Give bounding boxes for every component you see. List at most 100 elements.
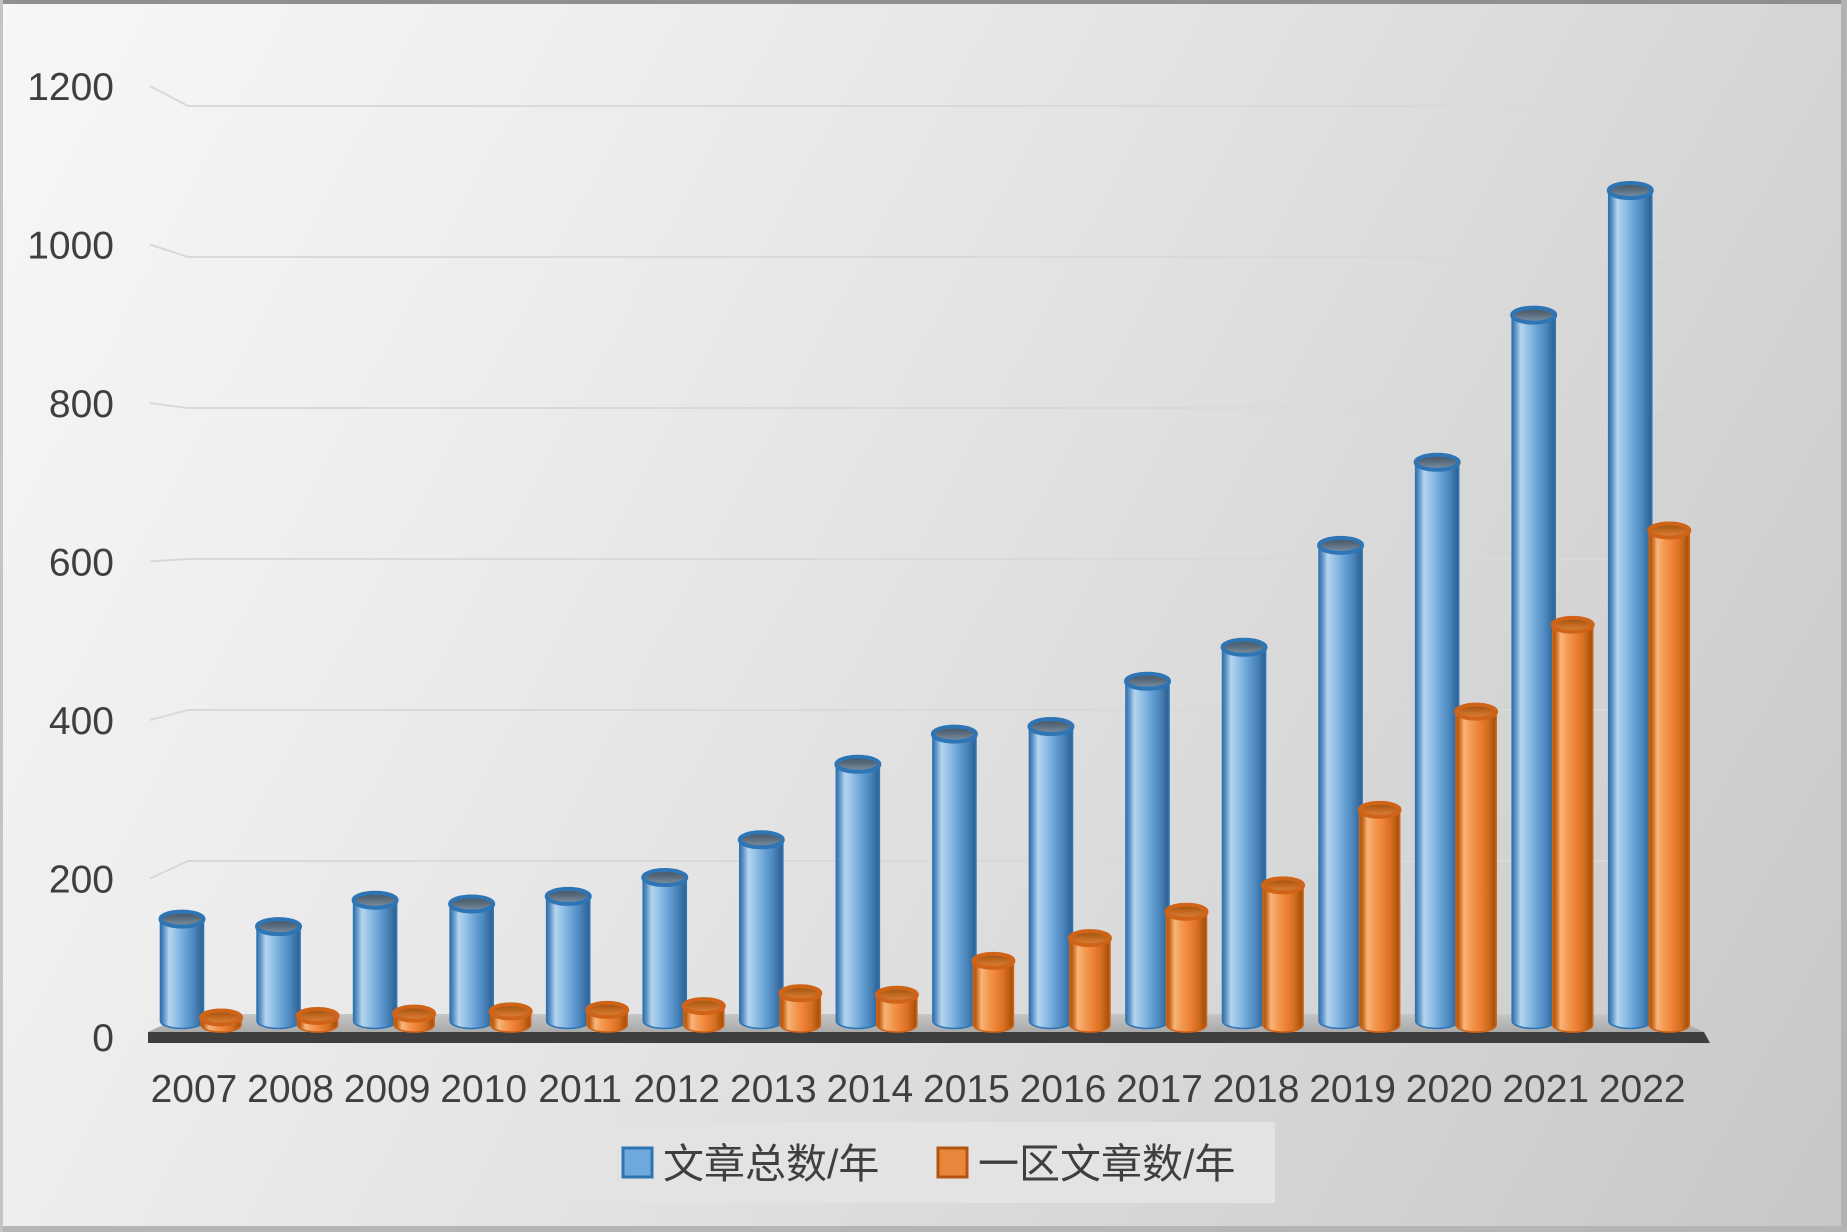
bar-total-2012 [641, 868, 689, 1030]
x-tick-2020: 2020 [1406, 1068, 1493, 1111]
bar-zone1-2009 [392, 1004, 437, 1033]
cylinder-top [1027, 717, 1075, 737]
cylinder-top [1317, 535, 1365, 555]
bar-zone1-2011 [585, 1000, 630, 1033]
legend-swatch-zone1-icon [936, 1146, 969, 1179]
y-tick-400: 400 [49, 700, 114, 743]
cylinder-body [1455, 710, 1497, 1033]
bar-zone1-2010 [488, 1002, 533, 1033]
cylinder-top [1606, 181, 1654, 200]
y-tick-800: 800 [49, 383, 114, 426]
x-tick-2007: 2007 [151, 1068, 238, 1111]
cylinder-top [1261, 876, 1306, 895]
cylinder-body [449, 903, 494, 1030]
gridline-400 [149, 709, 1666, 721]
gridline-1000 [149, 243, 1666, 258]
gridline-800 [149, 402, 1666, 409]
bar-zone1-2020 [1454, 702, 1499, 1033]
bar-zone1-2019 [1357, 800, 1402, 1033]
cylinder-top [1164, 902, 1209, 921]
cylinder-top [488, 1002, 533, 1021]
bar-total-2021 [1510, 305, 1558, 1030]
cylinder-top [834, 754, 882, 774]
cylinder-body [932, 733, 977, 1030]
gridlines [149, 85, 1666, 880]
legend-swatch-total-icon [621, 1146, 654, 1179]
bar-total-2015 [930, 724, 978, 1030]
x-tick-2018: 2018 [1213, 1068, 1300, 1111]
bars [158, 181, 1692, 1033]
gridline-1200 [149, 85, 1666, 107]
window-edge-top [0, 0, 1847, 4]
x-tick-2013: 2013 [730, 1068, 817, 1111]
y-axis-labels: 0 200 400 600 800 1000 1200 [27, 66, 114, 1060]
bar-zone1-2017 [1164, 902, 1209, 1033]
gridline-600 [149, 558, 1666, 563]
bar-zone1-2008 [295, 1006, 340, 1033]
cylinder-top [1550, 615, 1595, 634]
window-edge-right [1841, 0, 1847, 1232]
cylinder-body [972, 960, 1015, 1033]
cylinder-body [1125, 680, 1170, 1030]
bar-total-2013 [737, 830, 785, 1030]
cylinder-body [1607, 189, 1653, 1030]
x-tick-2009: 2009 [344, 1068, 431, 1111]
y-tick-1200: 1200 [27, 66, 114, 109]
cylinder-body [1414, 461, 1460, 1030]
cylinder-top [199, 1008, 243, 1027]
legend-label-total: 文章总数/年 [663, 1141, 879, 1187]
cylinder-top [1124, 671, 1171, 691]
window-edge-bottom [0, 1226, 1847, 1232]
bar-total-2010 [448, 894, 496, 1030]
cylinder-top [1220, 637, 1268, 657]
x-tick-2010: 2010 [440, 1068, 527, 1111]
cylinder-top [641, 868, 689, 888]
chart-floor [148, 1014, 1710, 1043]
cylinder-body [159, 918, 205, 1030]
x-tick-2014: 2014 [826, 1068, 913, 1111]
cylinder-body [642, 876, 688, 1030]
bar-zone1-2018 [1261, 876, 1306, 1033]
cylinder-top [1067, 929, 1112, 948]
bar-zone1-2022 [1647, 521, 1692, 1033]
x-tick-2021: 2021 [1502, 1068, 1589, 1111]
legend: 文章总数/年 一区文章数/年 [572, 1122, 1275, 1203]
x-tick-2017: 2017 [1116, 1068, 1203, 1111]
cylinder-top [544, 886, 592, 906]
bar-total-2007 [158, 909, 206, 1030]
cylinder-top [1647, 521, 1692, 540]
x-tick-2019: 2019 [1309, 1068, 1396, 1111]
cylinder-top [737, 830, 785, 850]
cylinder-top [778, 984, 823, 1003]
bar-total-2014 [834, 754, 882, 1030]
x-tick-2015: 2015 [923, 1068, 1010, 1111]
cylinder-top [1357, 800, 1402, 819]
cylinder-top [392, 1004, 437, 1023]
cylinder-body [1262, 884, 1304, 1033]
cylinder-body [1221, 646, 1267, 1030]
cylinder-body [1648, 529, 1691, 1033]
legend-label-zone1: 一区文章数/年 [978, 1141, 1235, 1187]
x-tick-2022: 2022 [1599, 1068, 1686, 1111]
gridline-200 [149, 860, 1666, 880]
y-tick-1000: 1000 [27, 225, 114, 268]
cylinder-top [255, 917, 303, 937]
bar-zone1-2015 [971, 951, 1016, 1033]
floor-surface [148, 1014, 1704, 1032]
bar-zone1-2016 [1067, 929, 1112, 1033]
cylinder-top [874, 985, 919, 1004]
cylinder-body [1069, 937, 1111, 1033]
window-edge-left [0, 0, 3, 1232]
bar-zone1-2013 [778, 984, 823, 1033]
cylinder-top [158, 909, 206, 929]
x-tick-2012: 2012 [633, 1068, 720, 1111]
cylinder-body [779, 992, 822, 1033]
cylinder-top [1413, 452, 1461, 472]
cylinder-top [681, 997, 726, 1016]
bar-total-2019 [1317, 535, 1365, 1030]
cylinder-body [876, 994, 918, 1033]
cylinder-body [1165, 910, 1208, 1033]
y-tick-600: 600 [49, 542, 114, 585]
